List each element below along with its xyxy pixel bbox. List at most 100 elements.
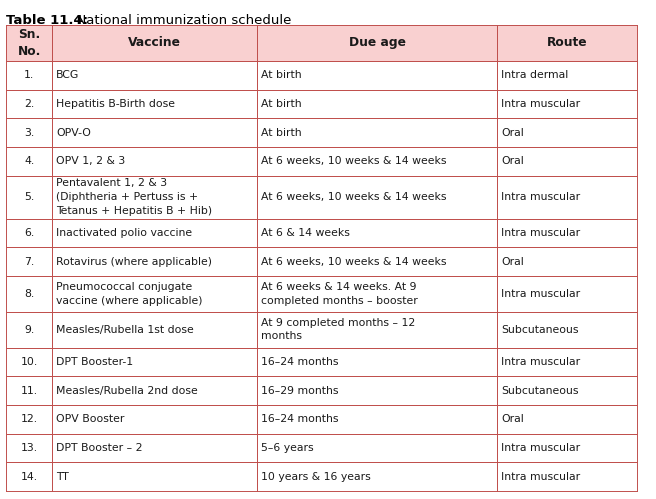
Bar [6, 462, 52, 491]
Text: TT: TT [56, 472, 69, 482]
Bar [6, 312, 52, 348]
Bar [52, 219, 257, 247]
Text: 3.: 3. [24, 128, 34, 138]
Bar [6, 176, 52, 219]
Text: OPV Booster: OPV Booster [56, 414, 125, 424]
Bar [497, 219, 637, 247]
Bar [52, 25, 257, 61]
Text: At 6 weeks, 10 weeks & 14 weeks: At 6 weeks, 10 weeks & 14 weeks [261, 256, 447, 266]
Bar [257, 405, 497, 434]
Bar [257, 348, 497, 376]
Text: Hepatitis B-Birth dose: Hepatitis B-Birth dose [56, 99, 175, 109]
Text: Sn.
No.: Sn. No. [18, 27, 41, 58]
Text: Oral: Oral [501, 414, 524, 424]
Text: At 9 completed months – 12
months: At 9 completed months – 12 months [261, 318, 415, 341]
Bar [497, 176, 637, 219]
Text: At 6 weeks, 10 weeks & 14 weeks: At 6 weeks, 10 weeks & 14 weeks [261, 156, 447, 166]
Bar [257, 219, 497, 247]
Text: Vaccine: Vaccine [129, 36, 181, 49]
Bar [52, 312, 257, 348]
Bar [257, 118, 497, 147]
Text: Oral: Oral [501, 256, 524, 266]
Text: Measles/Rubella 2nd dose: Measles/Rubella 2nd dose [56, 386, 198, 396]
Text: Route: Route [547, 36, 588, 49]
Text: OPV 1, 2 & 3: OPV 1, 2 & 3 [56, 156, 125, 166]
Text: Oral: Oral [501, 156, 524, 166]
Text: 5.: 5. [24, 192, 34, 202]
Bar [257, 176, 497, 219]
Text: Intra muscular: Intra muscular [501, 228, 581, 238]
Bar [6, 348, 52, 376]
Text: Inactivated polio vaccine: Inactivated polio vaccine [56, 228, 192, 238]
Bar [257, 147, 497, 176]
Text: 16–24 months: 16–24 months [261, 414, 338, 424]
Bar [6, 434, 52, 462]
Bar [257, 89, 497, 118]
Text: 13.: 13. [20, 443, 38, 453]
Text: Table 11.4:: Table 11.4: [6, 14, 88, 27]
Bar [52, 348, 257, 376]
Text: Rotavirus (where applicable): Rotavirus (where applicable) [56, 256, 213, 266]
Text: 10.: 10. [20, 357, 38, 367]
Bar [497, 25, 637, 61]
Bar [6, 219, 52, 247]
Bar [497, 312, 637, 348]
Bar [52, 434, 257, 462]
Bar [257, 376, 497, 405]
Text: Intra muscular: Intra muscular [501, 472, 581, 482]
Bar [257, 312, 497, 348]
Bar [52, 147, 257, 176]
Bar [497, 434, 637, 462]
Bar [6, 247, 52, 276]
Text: 1.: 1. [24, 70, 34, 80]
Text: National immunization schedule: National immunization schedule [68, 14, 291, 27]
Text: 16–24 months: 16–24 months [261, 357, 338, 367]
Bar [497, 462, 637, 491]
Bar [497, 276, 637, 312]
Bar [257, 25, 497, 61]
Text: Subcutaneous: Subcutaneous [501, 386, 579, 396]
Text: 6.: 6. [24, 228, 34, 238]
Text: 12.: 12. [20, 414, 38, 424]
Text: 9.: 9. [24, 325, 34, 335]
Bar [52, 61, 257, 89]
Text: Pneumococcal conjugate
vaccine (where applicable): Pneumococcal conjugate vaccine (where ap… [56, 282, 203, 306]
Text: DPT Booster – 2: DPT Booster – 2 [56, 443, 143, 453]
Bar [52, 462, 257, 491]
Bar [497, 61, 637, 89]
Bar [52, 276, 257, 312]
Bar [52, 176, 257, 219]
Text: Intra muscular: Intra muscular [501, 357, 581, 367]
Text: 16–29 months: 16–29 months [261, 386, 338, 396]
Text: Intra muscular: Intra muscular [501, 99, 581, 109]
Text: 5–6 years: 5–6 years [261, 443, 314, 453]
Text: Due age: Due age [349, 36, 406, 49]
Bar [6, 89, 52, 118]
Text: At birth: At birth [261, 70, 302, 80]
Text: Pentavalent 1, 2 & 3
(Diphtheria + Pertuss is +
Tetanus + Hepatitis B + Hib): Pentavalent 1, 2 & 3 (Diphtheria + Pertu… [56, 179, 213, 216]
Text: At birth: At birth [261, 99, 302, 109]
Text: At 6 weeks, 10 weeks & 14 weeks: At 6 weeks, 10 weeks & 14 weeks [261, 192, 447, 202]
Text: Subcutaneous: Subcutaneous [501, 325, 579, 335]
Text: 7.: 7. [24, 256, 34, 266]
Bar [6, 405, 52, 434]
Text: 14.: 14. [20, 472, 38, 482]
Bar [497, 376, 637, 405]
Bar [497, 405, 637, 434]
Text: 8.: 8. [24, 289, 34, 299]
Text: At 6 & 14 weeks: At 6 & 14 weeks [261, 228, 350, 238]
Text: At 6 weeks & 14 weeks. At 9
completed months – booster: At 6 weeks & 14 weeks. At 9 completed mo… [261, 282, 418, 306]
Text: BCG: BCG [56, 70, 79, 80]
Bar [52, 118, 257, 147]
Text: Oral: Oral [501, 128, 524, 138]
Bar [497, 348, 637, 376]
Bar [6, 25, 52, 61]
Text: 11.: 11. [20, 386, 38, 396]
Bar [6, 376, 52, 405]
Bar [257, 434, 497, 462]
Bar [257, 247, 497, 276]
Bar [257, 61, 497, 89]
Text: Measles/Rubella 1st dose: Measles/Rubella 1st dose [56, 325, 194, 335]
Text: OPV-O: OPV-O [56, 128, 91, 138]
Bar [497, 118, 637, 147]
